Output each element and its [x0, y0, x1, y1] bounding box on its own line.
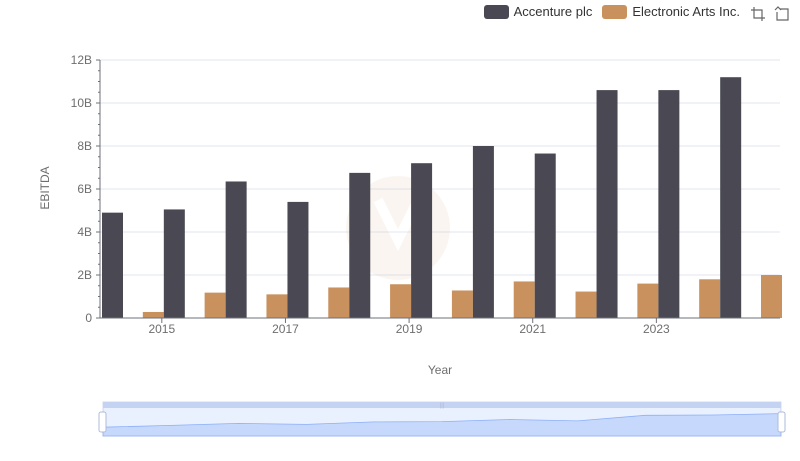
data-zoom-top-bar[interactable] [103, 402, 781, 408]
bar-electronic-arts [699, 279, 721, 318]
y-axis-label: EBITDA [38, 166, 52, 209]
bars [102, 77, 782, 318]
bar-electronic-arts [637, 283, 659, 318]
bar-accenture [287, 201, 309, 318]
toolbox [750, 6, 790, 22]
bar-accenture [596, 90, 618, 318]
y-tick-label: 0 [85, 311, 92, 325]
bar-electronic-arts [575, 291, 597, 318]
x-axis-label: Year [428, 363, 452, 377]
bar-electronic-arts [451, 290, 473, 318]
data-zoom-selection [103, 402, 781, 436]
bar-electronic-arts [328, 287, 350, 318]
data-zoom-handle-left[interactable] [98, 411, 107, 433]
bar-accenture [349, 172, 371, 318]
bar-electronic-arts [513, 281, 535, 318]
data-zoom-slider[interactable]: ||| [98, 401, 786, 437]
legend-item-electronic-arts[interactable]: Electronic Arts Inc. [602, 4, 740, 19]
bar-accenture [102, 212, 123, 318]
legend-item-accenture[interactable]: Accenture plc [483, 4, 593, 19]
bar-accenture [472, 146, 494, 318]
bar-accenture [163, 209, 185, 318]
zoom-icon[interactable] [750, 6, 766, 22]
bar-accenture [411, 163, 433, 318]
legend-label-accenture: Accenture plc [513, 4, 593, 19]
data-zoom-preview [102, 413, 782, 437]
y-tick-label: 4B [77, 225, 92, 239]
y-tick-label: 12B [71, 53, 92, 67]
bar-accenture [534, 153, 556, 318]
y-tick-label: 2B [77, 268, 92, 282]
bar-accenture [720, 77, 742, 318]
bar-electronic-arts [142, 311, 164, 318]
legend-swatch-electronic-arts [602, 4, 628, 19]
x-tick-label: 2021 [519, 322, 546, 336]
bar-accenture [225, 181, 247, 318]
data-zoom-handle-right[interactable] [777, 411, 786, 433]
legend: Accenture plc Electronic Arts Inc. [483, 4, 740, 19]
bar-electronic-arts [266, 294, 288, 318]
bar-accenture [658, 90, 680, 318]
bar-electronic-arts [390, 284, 412, 318]
y-tick-label: 8B [77, 139, 92, 153]
data-zoom-grip[interactable]: ||| [440, 403, 445, 409]
x-tick-label: 2017 [272, 322, 299, 336]
restore-icon[interactable] [774, 6, 790, 22]
x-tick-label: 2015 [148, 322, 175, 336]
legend-label-electronic-arts: Electronic Arts Inc. [632, 4, 740, 19]
x-tick-label: 2019 [396, 322, 423, 336]
bar-electronic-arts [204, 292, 226, 318]
legend-swatch-accenture [483, 4, 509, 19]
axes: 0 2B 4B 6B 8B 10B 12B 2015 2017 2019 2021 2023 [71, 53, 780, 336]
bar-electronic-arts [761, 275, 782, 318]
x-tick-label: 2023 [643, 322, 670, 336]
y-tick-label: 10B [71, 96, 92, 110]
y-tick-label: 6B [77, 182, 92, 196]
